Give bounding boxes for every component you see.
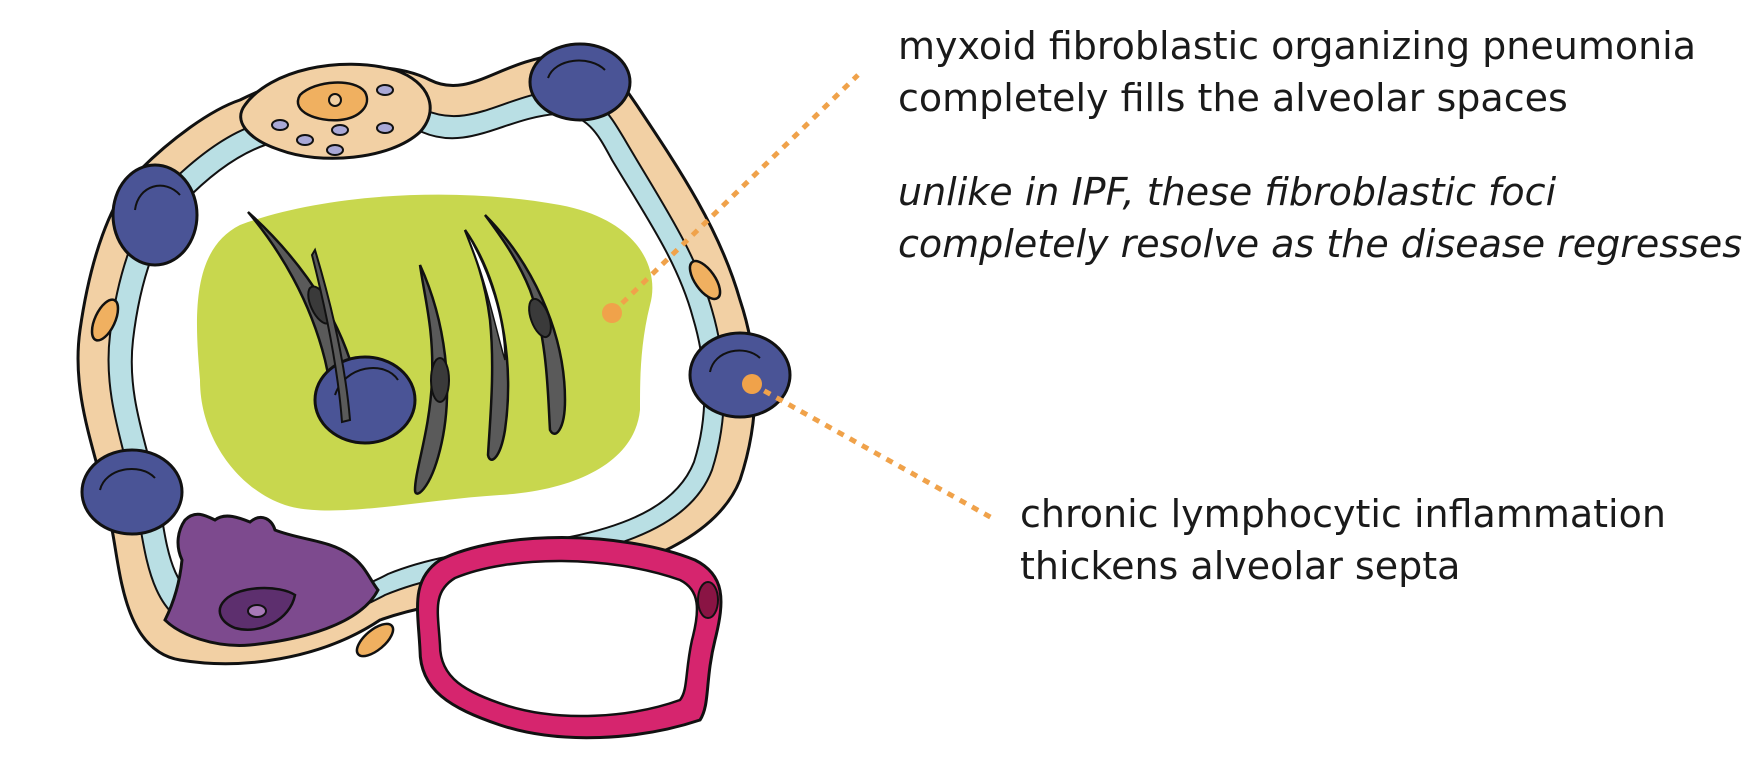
lamellar-bodies — [271, 84, 394, 156]
endothelial-nucleus — [697, 581, 719, 619]
capillary-lumen — [436, 559, 699, 718]
lymphocyte-nucleus — [313, 355, 417, 445]
annotation-bottom-line-1: chronic lymphocytic inflammation — [1020, 492, 1666, 536]
leader-line-bottom — [750, 381, 994, 521]
annotation-bottom-line-2: thickens alveolar septa — [1020, 544, 1461, 588]
annotation-bottom: chronic lymphocytic inflammation thicken… — [1020, 488, 1666, 592]
annotation-note-line-1: unlike in IPF, these fibroblastic foci — [898, 170, 1557, 214]
septal-lymphocyte — [80, 448, 184, 536]
fibroblast-highlight — [464, 229, 506, 361]
septal-lymphocyte — [528, 42, 632, 122]
annotation-top-line-1: myxoid fibroblastic organizing pneumonia — [898, 24, 1697, 68]
annotation-top-line-2: completely fills the alveolar spaces — [898, 76, 1568, 120]
annotation-note: unlike in IPF, these fibroblastic foci c… — [898, 166, 1742, 270]
alveolar-macrophage — [163, 512, 380, 647]
septal-cell-nucleus — [90, 259, 722, 658]
annotation-top: myxoid fibroblastic organizing pneumonia… — [898, 20, 1696, 124]
annotation-note-line-2: completely resolve as the disease regres… — [898, 222, 1742, 266]
leader-dot-top — [602, 303, 622, 323]
leader-dot-bottom — [742, 374, 762, 394]
leader-line-top — [610, 73, 860, 315]
septal-lymphocyte — [688, 331, 792, 419]
fibroblastic-plug — [196, 194, 653, 511]
septal-lymphocyte — [111, 163, 199, 267]
